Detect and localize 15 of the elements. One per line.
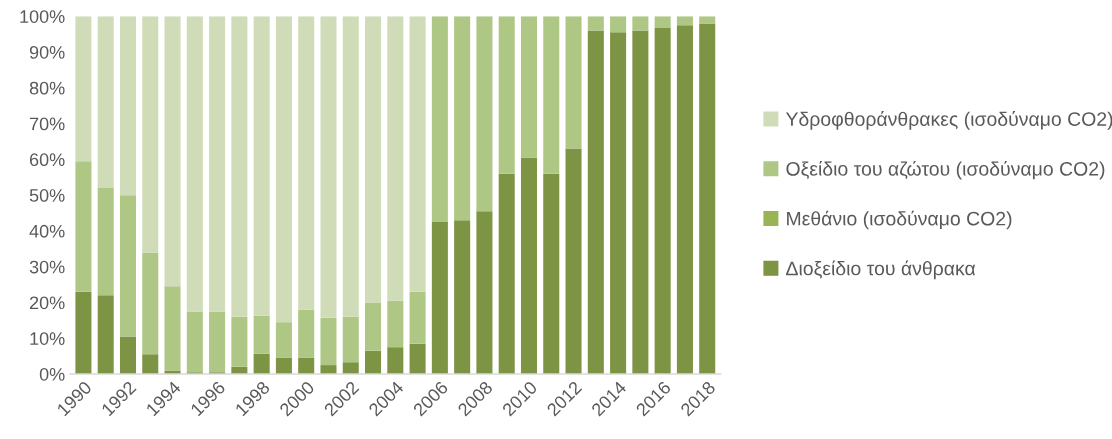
y-tick-label: 100% [20,10,65,23]
y-tick-label: 70% [29,117,65,131]
y-tick-label: 20% [29,296,65,310]
y-tick-label: 50% [29,189,65,202]
y-tick-label: 80% [29,81,65,95]
y-tick-label: 40% [29,224,65,238]
y-tick-label: 0% [39,367,65,381]
legend-label: Υδροφθοράνθρακες (ισοδύναμο CO2) [785,111,1112,130]
y-tick-label: 60% [29,153,65,167]
y-tick-label: 10% [30,332,65,345]
y-tick-label: 90% [29,45,65,59]
legend-label: Διοξείδιο του άνθρακα [786,260,976,280]
legend-label: Μεθάνιο (ισοδύναμο CO2) [787,210,1012,230]
y-tick-label: 30% [29,260,65,274]
legend-label: Οξείδιο του αζώτου (ισοδύναμο CO2) [786,160,1105,180]
